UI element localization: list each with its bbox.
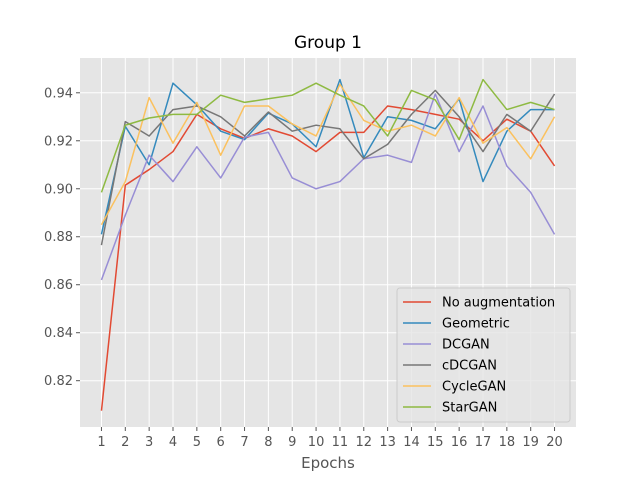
y-tick-label: 0.94 [44,86,73,101]
x-tick-label: 10 [308,435,325,450]
x-tick-label: 7 [240,435,248,450]
y-tick-label: 0.82 [44,374,73,389]
legend-label: CycleGAN [442,380,506,395]
x-tick-label: 1 [97,435,105,450]
x-tick-label: 15 [427,435,444,450]
legend: No augmentation Geometric DCGAN cDCGAN Cycle… [396,287,571,423]
series-line [100,93,556,281]
x-tick-label: 17 [475,435,492,450]
y-tick-label: 0.86 [44,278,73,293]
x-tick-label: 6 [217,435,225,450]
series-line [100,83,556,226]
x-tick-label: 19 [522,435,539,450]
legend-label: cDCGAN [442,359,497,374]
x-tick-label: 20 [546,435,563,450]
series-line [100,89,556,246]
x-tick-label: 8 [264,435,272,450]
x-tick-label: 11 [332,435,349,450]
legend-label: StarGAN [442,401,497,416]
series-line [100,78,555,193]
legend-label: No augmentation [442,296,555,311]
y-axis: 0.82 0.84 0.86 0.88 0.90 0.92 0.94 [44,86,80,389]
x-tick-label: 14 [403,435,420,450]
legend-frame [396,287,571,423]
x-tick-label: 16 [451,435,468,450]
y-tick-label: 0.84 [44,326,73,341]
x-tick-label: 9 [288,435,296,450]
x-axis: 1 2 3 4 5 6 7 8 9 10 11 12 13 14 15 16 17 18 19 20 [97,427,563,450]
x-tick-label: 2 [121,435,129,450]
x-tick-label: 5 [193,435,201,450]
x-tick-label: 12 [355,435,372,450]
x-tick-label: 3 [145,435,153,450]
x-tick-label: 18 [499,435,516,450]
x-axis-label: Epochs [301,454,355,472]
y-tick-label: 0.90 [44,182,73,197]
series-lines [100,78,556,411]
series-line [100,78,555,235]
y-tick-label: 0.88 [44,230,73,245]
y-tick-label: 0.92 [44,134,73,149]
x-tick-label: 13 [379,435,396,450]
legend-label: DCGAN [442,338,490,353]
legend-label: Geometric [442,317,510,332]
chart-title: Group 1 [294,33,362,53]
x-tick-label: 4 [169,435,177,450]
